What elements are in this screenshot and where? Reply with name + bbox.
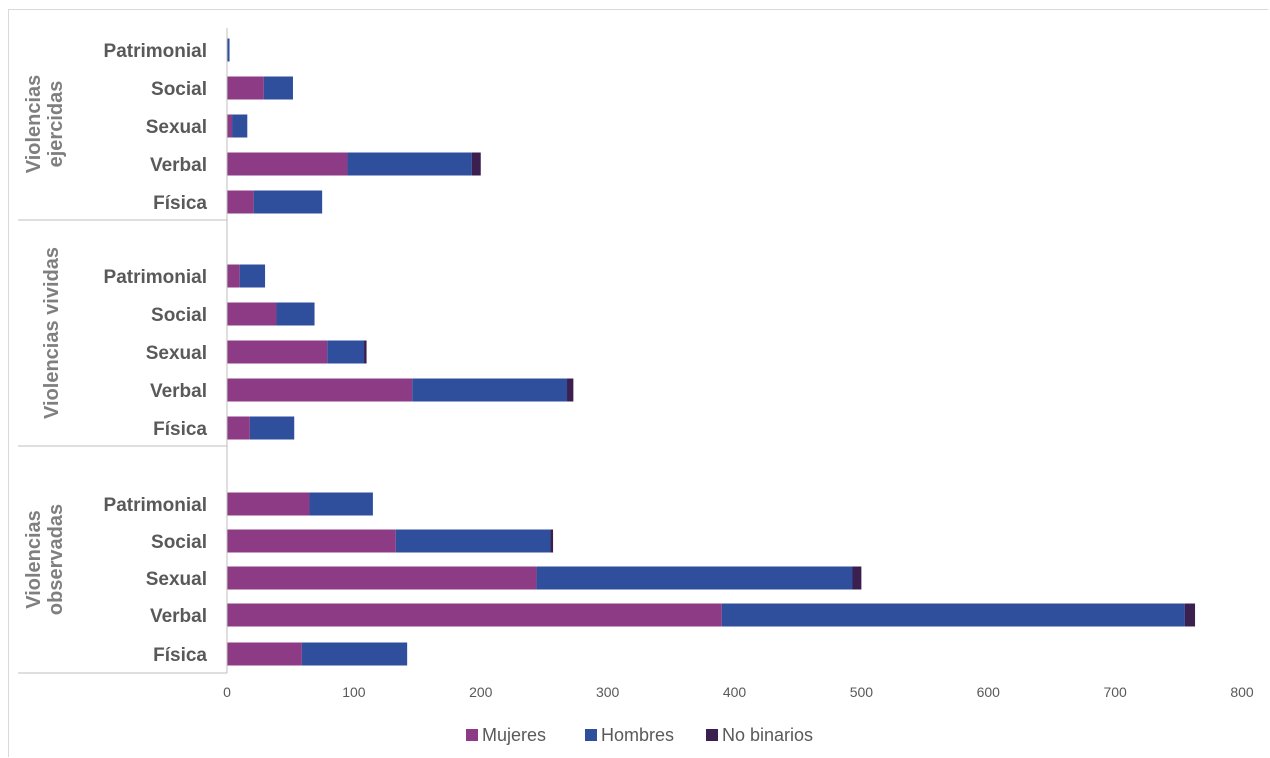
category-label: Patrimonial: [104, 495, 207, 516]
legend-label: Mujeres: [482, 725, 546, 745]
category-label: Verbal: [150, 381, 207, 402]
bar-segment-hombres: [276, 302, 315, 326]
group-label: observadas: [45, 504, 67, 615]
bar-segment-mujeres: [227, 114, 233, 138]
category-label: Sexual: [146, 343, 207, 364]
legend-label: No binarios: [722, 725, 813, 745]
axis-layer: 0 100 200 300 400 500 600 700 800: [18, 28, 1254, 700]
bar-segment-hombres: [239, 264, 266, 288]
category-label: Física: [153, 645, 207, 666]
bar-segment-mujeres: [227, 416, 250, 440]
legend: Mujeres Hombres No binarios: [466, 725, 813, 745]
category-label: Social: [151, 79, 207, 100]
bar-segment-hombres: [412, 378, 568, 402]
category-label: Patrimonial: [104, 41, 207, 62]
category-label: Verbal: [150, 606, 207, 627]
bar-segment-no-binarios: [471, 152, 481, 176]
bar-segment-no-binarios: [567, 378, 574, 402]
bar-segment-hombres: [249, 416, 295, 440]
bar-segment-hombres: [253, 190, 323, 214]
group-label: Violencias vividas: [41, 247, 63, 419]
group-label: Violencias: [23, 75, 45, 174]
bar-segment-hombres: [227, 38, 230, 62]
bar-segment-hombres: [232, 114, 248, 138]
bar-segment-mujeres: [227, 642, 302, 666]
category-label: Verbal: [150, 155, 207, 176]
bar-segment-hombres: [721, 603, 1185, 627]
category-label: Social: [151, 305, 207, 326]
bar-segment-no-binarios: [364, 340, 367, 364]
x-tick-label: 400: [723, 684, 747, 700]
bar-segment-mujeres: [227, 566, 537, 590]
bar-segment-hombres: [395, 529, 551, 553]
x-tick-label: 800: [1230, 684, 1254, 700]
category-label: Social: [151, 532, 207, 553]
labels-layer: Patrimonial Social Sexual Verbal Física Viole…: [23, 41, 207, 666]
bar-segment-hombres: [347, 152, 472, 176]
bar-segment-hombres: [536, 566, 853, 590]
x-tick-label: 600: [977, 684, 1001, 700]
bars-layer: [227, 38, 1196, 666]
bar-segment-mujeres: [227, 76, 264, 100]
bar-segment-mujeres: [227, 529, 396, 553]
x-tick-label: 200: [469, 684, 493, 700]
bar-segment-mujeres: [227, 378, 413, 402]
bar-segment-mujeres: [227, 340, 328, 364]
bar-segment-mujeres: [227, 492, 310, 516]
bar-segment-hombres: [301, 642, 408, 666]
bar-segment-mujeres: [227, 302, 277, 326]
bar-segment-no-binarios: [550, 529, 554, 553]
chart-frame: [8, 9, 1268, 757]
bar-segment-mujeres: [227, 190, 254, 214]
category-label: Física: [153, 193, 207, 214]
group-label: Violencias: [23, 510, 45, 609]
bar-segment-mujeres: [227, 603, 722, 627]
x-tick-label: 0: [223, 684, 231, 700]
bar-segment-no-binarios: [1184, 603, 1196, 627]
legend-swatch: [466, 729, 478, 741]
x-tick-label: 300: [596, 684, 620, 700]
category-label: Sexual: [146, 117, 207, 138]
category-label: Patrimonial: [104, 267, 207, 288]
x-tick-label: 500: [850, 684, 874, 700]
category-label: Sexual: [146, 569, 207, 590]
legend-swatch: [585, 729, 597, 741]
bar-segment-hombres: [263, 76, 293, 100]
bar-segment-hombres: [309, 492, 373, 516]
bar-segment-no-binarios: [852, 566, 862, 590]
bar-segment-hombres: [327, 340, 365, 364]
category-label: Física: [153, 419, 207, 440]
bar-segment-mujeres: [227, 152, 348, 176]
x-tick-label: 700: [1103, 684, 1127, 700]
legend-swatch: [706, 729, 718, 741]
bar-segment-mujeres: [227, 264, 240, 288]
group-label: ejercidas: [45, 81, 67, 168]
x-tick-label: 100: [342, 684, 366, 700]
legend-label: Hombres: [601, 725, 674, 745]
